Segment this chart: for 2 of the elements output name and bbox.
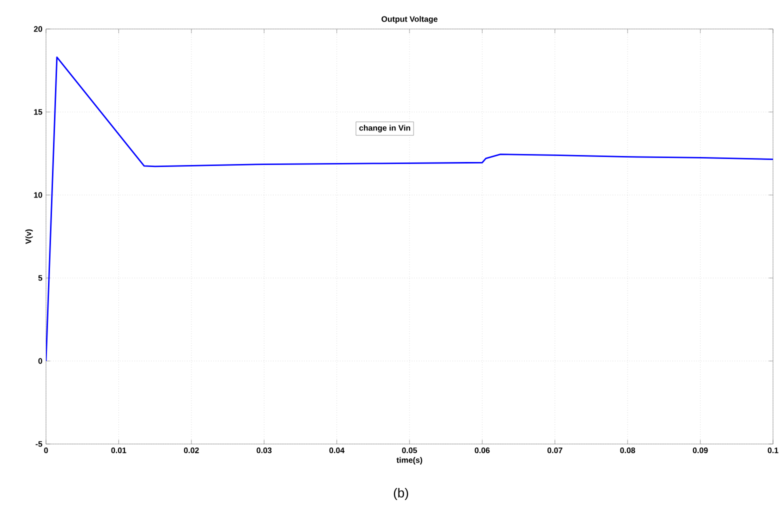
text: (b) <box>394 488 408 500</box>
line-series <box>46 56 774 362</box>
